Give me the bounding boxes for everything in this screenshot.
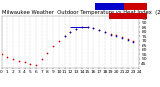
Point [98, 29, 100, 31]
Point [75, 28, 77, 30]
Point [40, 58, 43, 60]
Point [121, 37, 123, 38]
Point [46, 52, 49, 53]
Point [0, 54, 3, 55]
Point [132, 41, 135, 42]
Point [104, 31, 106, 33]
Point [69, 31, 72, 33]
Point [132, 40, 135, 42]
Point [52, 46, 54, 47]
Point [17, 60, 20, 61]
Point [109, 34, 112, 35]
Point [12, 58, 14, 60]
Point [115, 35, 118, 36]
Point [75, 28, 77, 30]
Point [29, 64, 32, 65]
Point [86, 27, 89, 28]
Point [63, 36, 66, 37]
Point [115, 36, 118, 37]
Point [23, 62, 26, 63]
Point [86, 27, 89, 28]
Point [35, 64, 37, 66]
Point [126, 38, 129, 40]
Point [109, 33, 112, 34]
Point [121, 37, 123, 39]
Point [69, 31, 72, 33]
Point [81, 27, 83, 28]
Point [58, 40, 60, 42]
Point [104, 31, 106, 33]
Point [81, 27, 83, 28]
Point [92, 28, 95, 29]
Point [63, 36, 66, 37]
Point [98, 29, 100, 31]
Point [126, 39, 129, 41]
Text: Milwaukee Weather  Outdoor Temperature vs Heat Index  (24 Hours): Milwaukee Weather Outdoor Temperature vs… [2, 10, 160, 15]
Point [92, 28, 95, 29]
Point [6, 56, 9, 58]
